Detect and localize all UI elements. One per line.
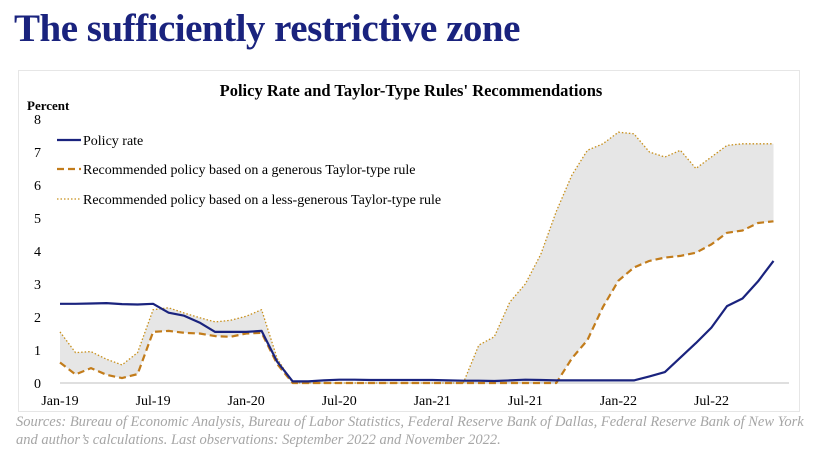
slide-title: The sufficiently restrictive zone	[14, 7, 520, 50]
chart-title: Policy Rate and Taylor-Type Rules' Recom…	[220, 81, 603, 100]
chart-panel: Policy Rate and Taylor-Type Rules' Recom…	[18, 70, 800, 412]
y-tick-label: 3	[34, 278, 41, 293]
x-tick-label: Jul-21	[508, 394, 543, 409]
axes: 0 1 2 3 4 5 6 7 8 Jan-19 Jul-19 Jan-20 Jul-20 Jan-21 J…	[34, 113, 789, 409]
legend-label: Recommended policy based on a less-gener…	[83, 193, 441, 208]
y-tick-label: 1	[34, 344, 41, 359]
x-tick-label: Jul-19	[136, 394, 171, 409]
x-tick-label: Jul-20	[322, 394, 357, 409]
y-tick-label: 6	[34, 179, 41, 194]
y-tick-label: 7	[34, 146, 41, 161]
y-tick-label: 4	[34, 245, 41, 260]
y-axis-unit-label: Percent	[27, 98, 70, 113]
y-tick-label: 0	[34, 377, 41, 392]
series-line-dashed	[59, 220, 774, 385]
x-tick-label: Jan-19	[41, 394, 78, 409]
x-tick-label: Jan-20	[227, 394, 264, 409]
source-note: Sources: Bureau of Economic Analysis, Bu…	[16, 414, 804, 448]
y-tick-label: 2	[34, 311, 41, 326]
legend-label: Policy rate	[83, 134, 143, 149]
y-tick-label: 8	[34, 113, 41, 128]
series-line-solid	[60, 260, 775, 383]
shaded-band-area	[60, 132, 774, 383]
legend-label: Recommended policy based on a generous T…	[83, 163, 415, 178]
x-tick-label: Jan-21	[414, 394, 451, 409]
x-tick-label: Jan-22	[600, 394, 637, 409]
line-chart: Policy Rate and Taylor-Type Rules' Recom…	[27, 81, 789, 409]
x-tick-label: Jul-22	[694, 394, 729, 409]
series-layer	[59, 131, 775, 385]
shaded-band-layer	[60, 132, 774, 383]
y-tick-label: 5	[34, 212, 41, 227]
legend: Policy rate Recommended policy based on a…	[57, 134, 441, 208]
